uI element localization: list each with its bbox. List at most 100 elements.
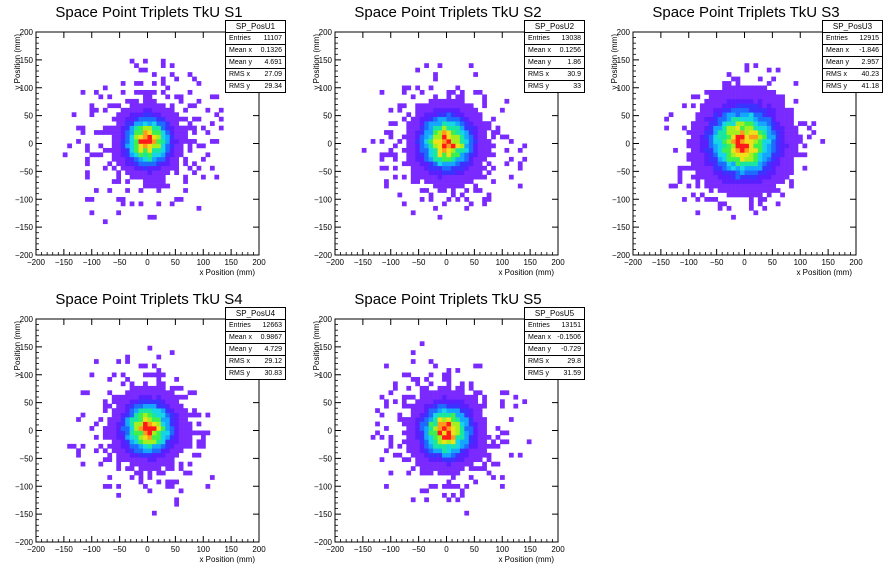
heatmap-bin <box>753 174 759 180</box>
heatmap-bin <box>419 139 425 144</box>
heatmap-bin <box>468 147 474 153</box>
heatmap-bin <box>491 134 496 140</box>
heatmap-bin <box>401 134 407 140</box>
heatmap-bin <box>762 170 768 176</box>
heatmap-bin <box>753 179 759 184</box>
heatmap-bin <box>708 103 714 109</box>
stats-row: Mean y 1.86 <box>525 57 584 69</box>
heatmap-bin <box>437 214 443 220</box>
heatmap-bin <box>111 134 117 140</box>
heatmap-bin <box>428 174 434 180</box>
heatmap-bin <box>437 385 443 391</box>
heatmap-bin <box>107 376 113 382</box>
heatmap-bin <box>433 452 438 458</box>
heatmap-bin <box>138 201 144 207</box>
heatmap-bin <box>504 147 510 153</box>
heatmap-bin <box>129 461 135 467</box>
heatmap-bin <box>116 426 122 431</box>
heatmap-bin <box>143 125 148 131</box>
heatmap-bin <box>169 452 175 458</box>
heatmap-bin <box>156 470 162 476</box>
heatmap-bin <box>424 390 429 396</box>
heatmap-bin <box>713 170 719 176</box>
heatmap-bin <box>437 147 443 153</box>
heatmap-bin <box>753 125 759 131</box>
heatmap-bin <box>85 170 90 176</box>
heatmap-bin <box>455 161 461 167</box>
heatmap-bin <box>442 470 447 476</box>
heatmap-bin <box>169 390 175 396</box>
heatmap-bin <box>160 81 166 86</box>
heatmap-bin <box>735 116 741 122</box>
x-tick-label: −150 <box>652 258 671 267</box>
heatmap-bin <box>401 85 407 91</box>
heatmap-bin <box>169 63 175 68</box>
heatmap-bin <box>717 121 723 126</box>
heatmap-bin <box>428 457 434 463</box>
heatmap-bin <box>699 130 705 135</box>
heatmap-bin <box>450 457 456 463</box>
heatmap-bin <box>102 130 108 135</box>
heatmap-bin <box>111 426 117 431</box>
heatmap-bin <box>704 130 710 135</box>
heatmap-bin <box>388 134 394 140</box>
heatmap-bin <box>384 484 389 489</box>
heatmap-bin <box>482 134 487 140</box>
heatmap-bin <box>450 125 456 131</box>
heatmap-bin <box>508 139 514 144</box>
heatmap-bin <box>143 461 148 467</box>
heatmap-bin <box>744 63 750 68</box>
heatmap-bin <box>748 147 754 153</box>
heatmap-bin <box>209 121 215 126</box>
heatmap-bin <box>397 107 403 113</box>
heatmap-bin <box>780 192 785 198</box>
heatmap-bin <box>468 466 474 471</box>
heatmap-bin <box>446 197 452 202</box>
heatmap-bin <box>174 408 180 413</box>
heatmap-bin <box>708 139 714 144</box>
heatmap-bin <box>165 152 171 158</box>
heatmap-bin <box>731 179 736 184</box>
heatmap-bin <box>160 147 166 153</box>
heatmap-bin <box>165 112 171 118</box>
heatmap-bin <box>482 466 487 471</box>
heatmap-bin <box>384 426 389 431</box>
heatmap-bin <box>771 103 777 109</box>
heatmap-bin <box>442 492 447 498</box>
heatmap-bin <box>178 130 184 135</box>
heatmap-bin <box>160 125 166 131</box>
heatmap-bin <box>120 394 126 400</box>
heatmap-bin <box>116 452 122 458</box>
x-tick-label: 100 <box>197 545 211 554</box>
heatmap-bin <box>704 147 710 153</box>
heatmap-bin <box>446 147 452 153</box>
heatmap-bin <box>192 130 197 135</box>
heatmap-bin <box>419 134 425 140</box>
heatmap-bin <box>178 143 184 149</box>
heatmap-bin <box>775 143 781 149</box>
heatmap-bin <box>740 161 745 167</box>
heatmap-bin <box>455 421 461 427</box>
heatmap-bin <box>713 156 719 162</box>
heatmap-bin <box>450 461 456 467</box>
heatmap-bin <box>143 147 148 153</box>
heatmap-bin <box>695 197 701 202</box>
heatmap-bin <box>708 188 714 193</box>
heatmap-bin <box>156 381 162 387</box>
heatmap-bin <box>748 188 754 193</box>
stats-label: Entries <box>528 35 550 42</box>
heatmap-bin <box>731 183 736 189</box>
heatmap-bin <box>379 457 385 463</box>
heatmap-bin <box>424 161 429 167</box>
heatmap-bin <box>138 116 144 122</box>
heatmap-bin <box>722 121 727 126</box>
heatmap-bin <box>174 426 180 431</box>
heatmap-bin <box>134 165 139 171</box>
heatmap-bin <box>410 403 416 409</box>
heatmap-bin <box>793 98 799 104</box>
heatmap-bin <box>129 434 135 440</box>
x-tick-label: −150 <box>55 545 74 554</box>
heatmap-bin <box>464 156 470 162</box>
heatmap-bin <box>392 399 398 405</box>
heatmap-bin <box>704 179 710 184</box>
